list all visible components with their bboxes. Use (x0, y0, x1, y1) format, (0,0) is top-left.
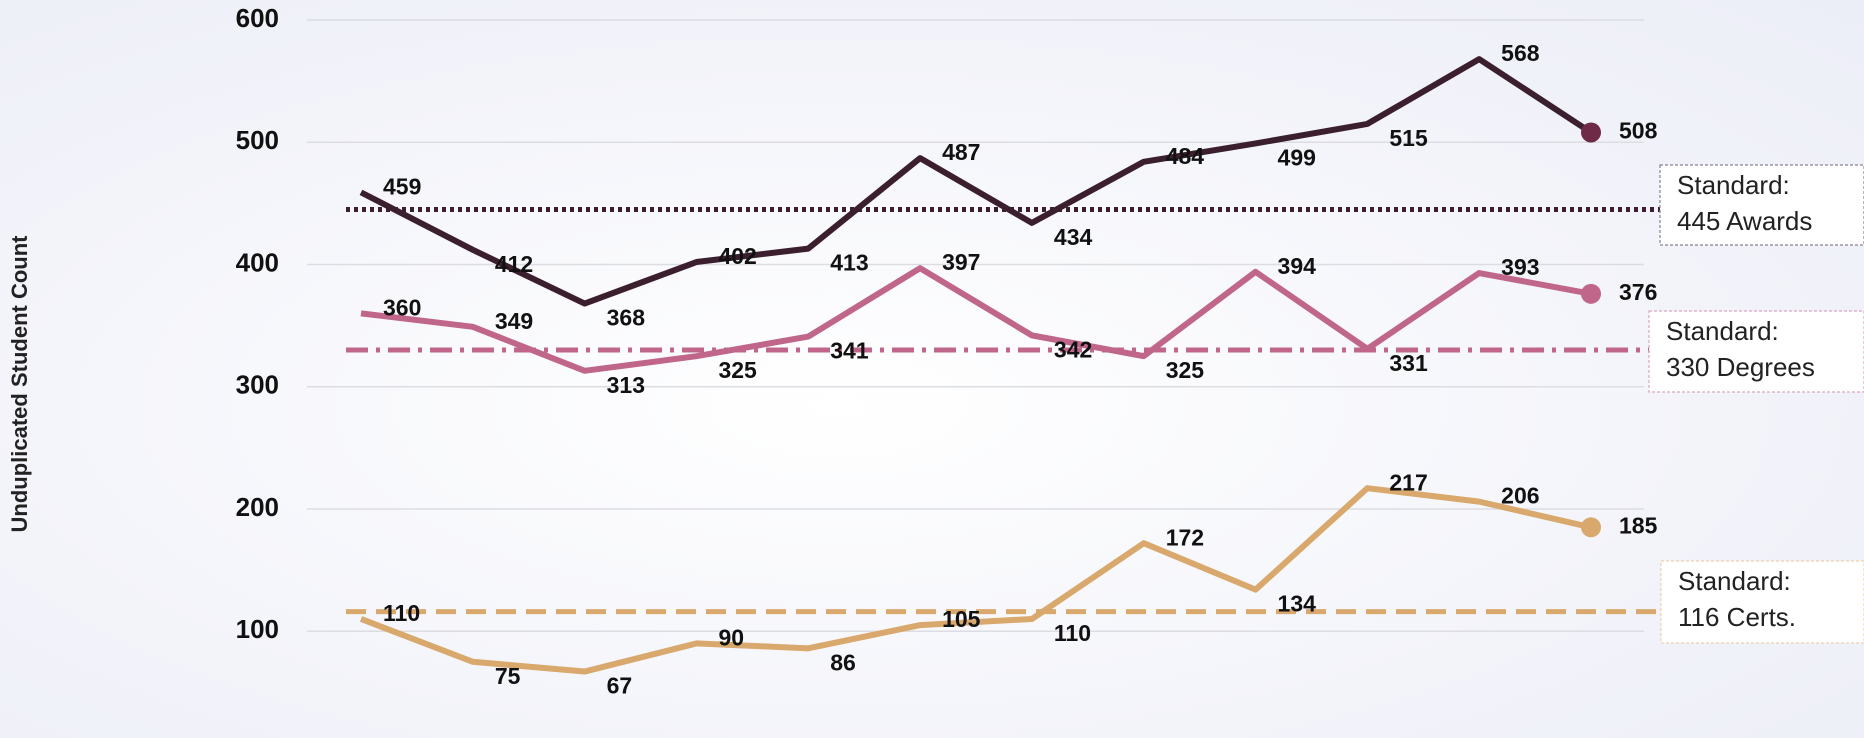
data-label: 402 (718, 243, 756, 269)
data-label: 105 (942, 606, 981, 632)
standard-box (1648, 310, 1864, 393)
series-line (359, 485, 1592, 675)
y-tick-label: 200 (236, 492, 279, 522)
data-label: 508 (1619, 118, 1658, 144)
data-label: 393 (1501, 254, 1539, 280)
data-label: 397 (942, 249, 980, 275)
y-tick-label: 100 (236, 614, 279, 644)
data-label: 459 (383, 173, 421, 199)
data-label: 172 (1166, 524, 1204, 550)
data-label: 376 (1619, 279, 1657, 305)
data-label: 349 (495, 308, 533, 334)
data-label: 342 (1054, 336, 1092, 362)
data-label: 75 (495, 663, 521, 689)
data-label: 325 (1166, 357, 1205, 383)
end-marker (1581, 517, 1601, 538)
standard-label: Standard: (1677, 170, 1790, 200)
data-label: 413 (830, 250, 868, 276)
series-line (360, 265, 1592, 374)
data-label: 110 (1054, 620, 1091, 646)
standard-box (1660, 560, 1864, 644)
data-label: 90 (718, 625, 744, 651)
end-marker (1581, 283, 1601, 304)
y-tick-label: 400 (236, 247, 279, 277)
data-label: 341 (830, 338, 869, 364)
data-label: 515 (1389, 125, 1428, 151)
y-tick-label: 600 (236, 3, 279, 33)
data-label: 217 (1389, 469, 1427, 495)
data-label: 412 (495, 251, 533, 277)
y-tick-label: 300 (236, 370, 279, 400)
standard-label: 330 Degrees (1666, 352, 1815, 382)
data-label: 434 (1054, 224, 1093, 250)
data-label: 394 (1278, 253, 1317, 279)
data-label: 313 (607, 372, 645, 398)
data-label: 331 (1389, 350, 1428, 376)
series-line (359, 56, 1593, 307)
standard-label: Standard: (1678, 566, 1791, 596)
standard-label: 116 Certs. (1678, 602, 1796, 632)
standard-label: 445 Awards (1677, 206, 1812, 236)
data-label: 134 (1278, 591, 1317, 617)
data-label: 499 (1278, 145, 1316, 171)
standard-label: Standard: (1666, 316, 1779, 346)
data-label: 67 (607, 673, 633, 699)
data-label: 487 (942, 139, 980, 165)
data-label: 86 (830, 649, 856, 675)
y-axis-title: Unduplicated Student Count (7, 235, 32, 533)
data-label: 360 (383, 294, 421, 320)
data-label: 325 (718, 357, 757, 383)
data-label: 484 (1166, 143, 1205, 169)
y-tick-label: 500 (236, 125, 279, 155)
standard-box (1659, 164, 1864, 246)
data-label: 206 (1501, 483, 1539, 509)
data-label: 110 (383, 600, 420, 626)
data-label: 185 (1619, 512, 1658, 538)
data-label: 368 (607, 305, 646, 331)
data-label: 568 (1501, 40, 1540, 66)
end-marker (1581, 122, 1601, 143)
